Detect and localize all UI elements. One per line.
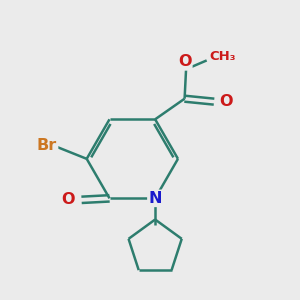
- Text: O: O: [178, 54, 191, 69]
- Text: O: O: [61, 192, 75, 207]
- Text: O: O: [219, 94, 232, 109]
- Text: Br: Br: [37, 138, 57, 153]
- Text: N: N: [148, 191, 162, 206]
- Text: CH₃: CH₃: [210, 50, 236, 62]
